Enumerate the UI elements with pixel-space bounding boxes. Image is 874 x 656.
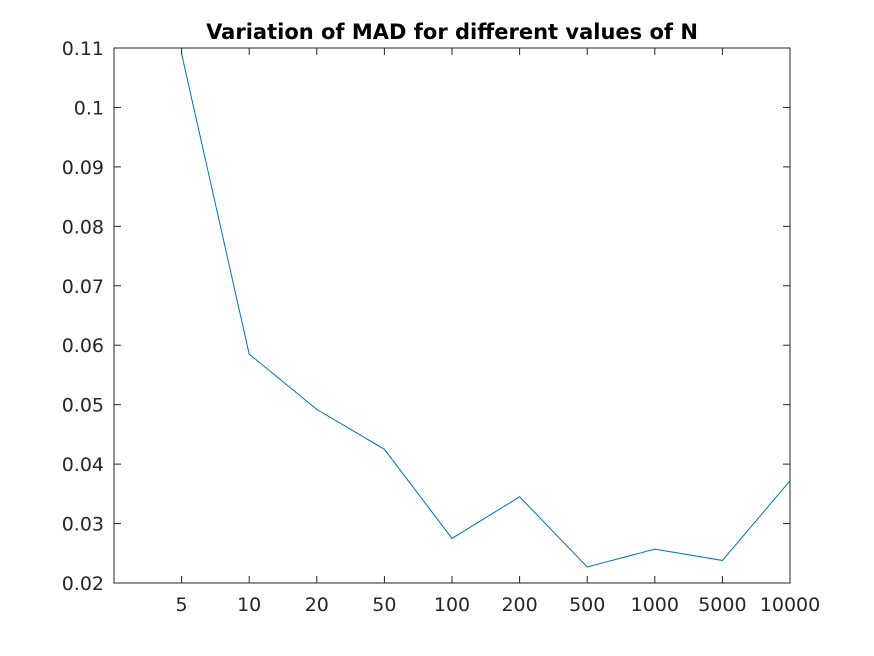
data-point: [789, 480, 791, 482]
x-tick-label: 10: [237, 594, 261, 616]
plot-area-box: [113, 47, 791, 584]
y-tick-label: 0.05: [62, 395, 104, 417]
x-tick-label: 1000: [631, 594, 679, 616]
x-tick-label: 20: [305, 594, 329, 616]
data-point: [586, 566, 588, 568]
y-tick-label: 0.09: [62, 157, 104, 179]
x-axis: 5 10 20 50 100 200 500 1000 5000 10000: [176, 48, 820, 616]
x-tick-label: 200: [501, 594, 537, 616]
series-line: [181, 53, 791, 568]
x-tick-label: 10000: [760, 594, 820, 616]
data-point: [721, 559, 724, 562]
x-tick-label: 5000: [698, 594, 746, 616]
y-tick-label: 0.1: [74, 97, 104, 119]
x-tick-label: 500: [569, 594, 605, 616]
data-point: [383, 448, 385, 450]
y-tick-label: 0.08: [62, 216, 104, 238]
data-point: [451, 537, 453, 540]
y-tick-label: 0.07: [62, 276, 104, 298]
data-point: [316, 408, 318, 411]
chart-title: Variation of MAD for different values of…: [206, 20, 698, 44]
y-tick-label: 0.04: [62, 454, 104, 476]
data-point: [654, 548, 656, 550]
y-tick-label: 0.06: [62, 335, 104, 357]
data-point: [248, 353, 250, 355]
y-tick-label: 0.03: [62, 514, 104, 536]
y-axis: 0.02 0.03 0.04 0.05 0.06 0.07 0.08 0.09 0.1 0.11: [62, 38, 790, 595]
x-tick-label: 50: [372, 594, 396, 616]
x-tick-label: 100: [434, 594, 470, 616]
series-group: [181, 53, 791, 568]
y-tick-label: 0.02: [62, 573, 104, 595]
data-point: [519, 496, 521, 498]
y-tick-label: 0.11: [62, 38, 104, 60]
x-tick-label: 5: [176, 594, 188, 616]
data-point: [181, 53, 183, 55]
